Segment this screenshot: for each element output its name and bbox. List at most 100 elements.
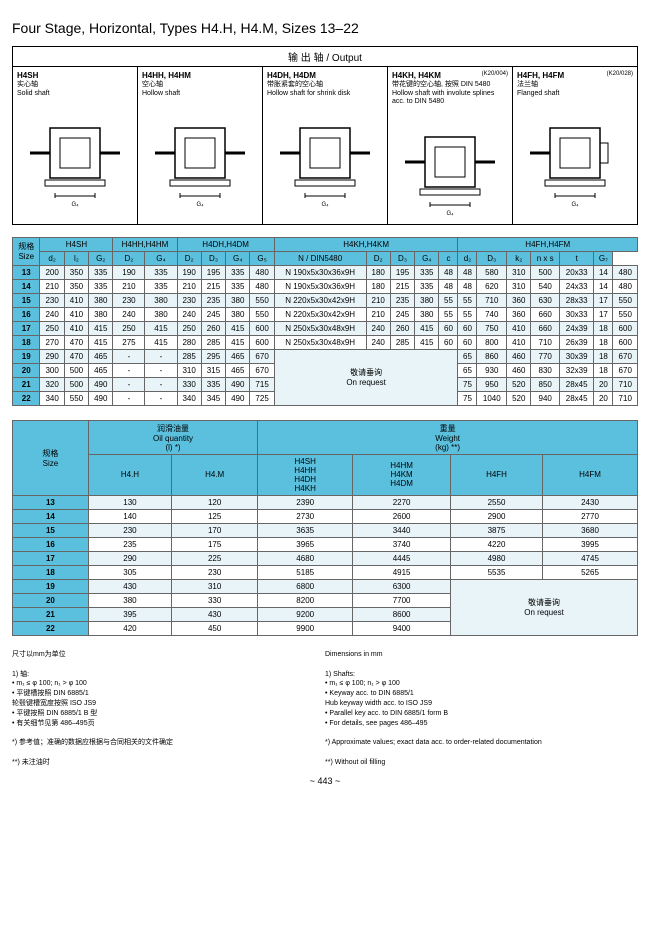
cell: 20 bbox=[594, 391, 613, 405]
cell: 24x39 bbox=[559, 321, 593, 335]
gearbox-diagram-icon: G₄ bbox=[267, 98, 383, 208]
cell: 415 bbox=[226, 335, 250, 349]
cell: 26x39 bbox=[559, 335, 593, 349]
diagram-sub: 实心轴 bbox=[17, 81, 133, 89]
gearbox-diagram-icon: G₄ bbox=[392, 107, 508, 217]
diagram-sub: 法兰轴 bbox=[517, 81, 633, 89]
cell-size: 21 bbox=[13, 607, 89, 621]
cell: 1040 bbox=[477, 391, 507, 405]
col-sub: H4SHH4HHH4DHH4KH bbox=[258, 454, 353, 495]
cell: 2430 bbox=[543, 495, 638, 509]
col-sub: c bbox=[439, 251, 458, 265]
cell: 65 bbox=[458, 363, 477, 377]
cell: 24x33 bbox=[559, 279, 593, 293]
table-row: 16240410380240380240245380550N 220x5x30x… bbox=[13, 307, 638, 321]
cell: 60 bbox=[458, 335, 477, 349]
cell: 4445 bbox=[353, 551, 451, 565]
cell: 245 bbox=[201, 307, 225, 321]
cell: N 190x5x30x36x9H bbox=[274, 279, 366, 293]
cell: 335 bbox=[415, 279, 439, 293]
cell: 520 bbox=[507, 391, 531, 405]
cell: 250 bbox=[40, 321, 64, 335]
cell: 800 bbox=[477, 335, 507, 349]
cell: 280 bbox=[177, 335, 201, 349]
col-sub: G₄ bbox=[145, 251, 177, 265]
note-line bbox=[12, 748, 325, 758]
cell-size: 17 bbox=[13, 321, 40, 335]
col-sub: H4FH bbox=[451, 454, 543, 495]
cell-size: 22 bbox=[13, 621, 89, 635]
cell: 415 bbox=[145, 335, 177, 349]
diagram-title: H4KH, H4KM bbox=[392, 71, 441, 80]
cell: 860 bbox=[477, 349, 507, 363]
cell: 230 bbox=[177, 293, 201, 307]
cell: 335 bbox=[145, 265, 177, 279]
cell: 500 bbox=[64, 377, 88, 391]
col-sub: d₂ bbox=[40, 251, 64, 265]
cell: 140 bbox=[88, 509, 171, 523]
cell: 335 bbox=[415, 265, 439, 279]
col-sub: D₂ bbox=[113, 251, 145, 265]
cell: 480 bbox=[613, 265, 638, 279]
cell: 5185 bbox=[258, 565, 353, 579]
cell: 465 bbox=[89, 363, 113, 377]
cell-size: 18 bbox=[13, 565, 89, 579]
diagram-sub: Hollow shaft bbox=[142, 90, 258, 98]
col-group: H4DH,H4DM bbox=[177, 237, 274, 251]
cell: 465 bbox=[89, 349, 113, 363]
cell-size: 20 bbox=[13, 363, 40, 377]
col-size: 规格Size bbox=[13, 237, 40, 265]
cell: 345 bbox=[201, 391, 225, 405]
cell: 18 bbox=[594, 335, 613, 349]
cell: - bbox=[113, 349, 145, 363]
cell: 300 bbox=[40, 363, 64, 377]
cell: 6800 bbox=[258, 579, 353, 593]
cell: - bbox=[145, 377, 177, 391]
cell: 7700 bbox=[353, 593, 451, 607]
note-line: *) Approximate values; exact data acc. t… bbox=[325, 738, 638, 748]
col-sub: G₂ bbox=[89, 251, 113, 265]
cell: 240 bbox=[366, 335, 390, 349]
cell: 250 bbox=[177, 321, 201, 335]
cell: 250 bbox=[113, 321, 145, 335]
cell: 55 bbox=[439, 293, 458, 307]
cell-size: 13 bbox=[13, 495, 89, 509]
cell: 580 bbox=[477, 265, 507, 279]
cell: 340 bbox=[40, 391, 64, 405]
col-sub: D₃ bbox=[390, 251, 414, 265]
diagram-row: H4SH 实心轴 Solid shaft G₄ H4HH, H4HM 空心轴 H… bbox=[12, 67, 638, 225]
spec-table-1: 规格Size H4SH H4HH,H4HM H4DH,H4DM H4KH,H4K… bbox=[12, 237, 638, 406]
cell-size: 14 bbox=[13, 509, 89, 523]
cell: 2550 bbox=[451, 495, 543, 509]
cell: 380 bbox=[226, 293, 250, 307]
cell: 5535 bbox=[451, 565, 543, 579]
cell: 710 bbox=[613, 377, 638, 391]
cell: 350 bbox=[64, 279, 88, 293]
cell: 750 bbox=[477, 321, 507, 335]
cell: 670 bbox=[613, 363, 638, 377]
cell: 2730 bbox=[258, 509, 353, 523]
cell: 660 bbox=[531, 307, 560, 321]
table-row: 183052305185491555355265 bbox=[13, 565, 638, 579]
cell: 710 bbox=[613, 391, 638, 405]
note-line: 1) Shafts: bbox=[325, 670, 638, 680]
cell: 2600 bbox=[353, 509, 451, 523]
cell: 48 bbox=[458, 265, 477, 279]
cell: 465 bbox=[226, 349, 250, 363]
cell: 180 bbox=[366, 279, 390, 293]
col-group: H4FH,H4FM bbox=[458, 237, 638, 251]
cell: 20 bbox=[594, 377, 613, 391]
cell: 3875 bbox=[451, 523, 543, 537]
cell: 380 bbox=[89, 293, 113, 307]
cell: 3740 bbox=[353, 537, 451, 551]
cell: 260 bbox=[390, 321, 414, 335]
cell: 410 bbox=[64, 293, 88, 307]
cell: 335 bbox=[145, 279, 177, 293]
cell: 6300 bbox=[353, 579, 451, 593]
col-sub: H4HMH4KMH4DM bbox=[353, 454, 451, 495]
cell: 770 bbox=[531, 349, 560, 363]
note-line: **) 未注油时 bbox=[12, 758, 325, 768]
cell: 415 bbox=[226, 321, 250, 335]
cell: 17 bbox=[594, 307, 613, 321]
cell: 65 bbox=[458, 349, 477, 363]
